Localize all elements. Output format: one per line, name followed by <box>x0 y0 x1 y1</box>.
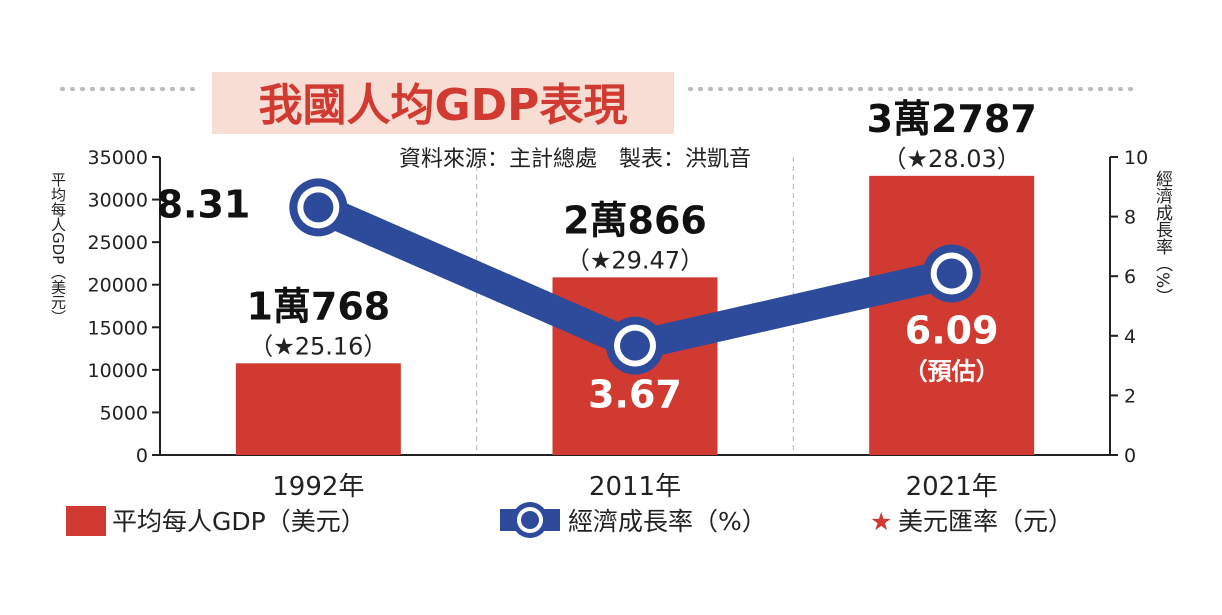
legend-swatch-bar <box>66 506 106 536</box>
source-note: 資料來源：主計總處 製表：洪凱音 <box>399 147 751 172</box>
left-tick-label: 0 <box>136 445 148 467</box>
title-background <box>212 72 674 134</box>
growth-value-label: 3.67 <box>588 373 682 417</box>
right-tick-label: 10 <box>1124 147 1148 169</box>
left-axis-title: 平均每人GDP（美元） <box>49 172 67 324</box>
growth-point-core <box>303 192 334 223</box>
exchange-rate-label: （★29.47） <box>566 246 704 274</box>
growth-value-label: 8.31 <box>157 182 251 226</box>
line-layer <box>289 178 981 375</box>
left-tick-label: 30000 <box>88 190 148 212</box>
legend-swatch-point-core <box>521 511 539 529</box>
legend-label-gdp: 平均每人GDP（美元） <box>112 507 366 536</box>
forecast-note: （預估） <box>904 358 1000 386</box>
right-axis-title: 經濟成長率（%） <box>1152 170 1173 305</box>
gdp-value-label: 2萬866 <box>563 198 707 242</box>
right-tick-label: 6 <box>1124 266 1136 288</box>
category-label: 2011年 <box>589 472 681 502</box>
gdp-value-label: 1萬768 <box>246 284 390 328</box>
left-tick-label: 15000 <box>88 317 148 339</box>
left-tick-label: 20000 <box>88 275 148 297</box>
chart-title: 我國人均GDP表現 <box>259 80 628 131</box>
label-layer: 1萬768 （★25.16） 2萬866 （★29.47） 3萬2787 （★28.03）… <box>157 97 1037 417</box>
left-tick-label: 25000 <box>88 232 148 254</box>
gdp-value-label: 3萬2787 <box>867 97 1037 141</box>
growth-point-core <box>936 258 967 289</box>
legend-star-icon: ★ <box>870 507 892 536</box>
right-tick-label: 2 <box>1124 385 1136 407</box>
right-tick-label: 4 <box>1124 326 1136 348</box>
growth-point-core <box>620 330 650 361</box>
gdp-bar <box>869 175 1035 456</box>
right-tick-label: 8 <box>1124 207 1136 229</box>
exchange-rate-label: （★25.16） <box>249 332 387 360</box>
legend-label-growth: 經濟成長率（%） <box>568 507 767 536</box>
left-tick-label: 35000 <box>88 147 148 169</box>
left-tick-label: 10000 <box>88 360 148 382</box>
legend-layer: 平均每人GDP（美元） 經濟成長率（%） ★ 美元匯率（元） <box>66 502 1073 538</box>
growth-value-label: 6.09 <box>905 309 999 353</box>
category-label: 2021年 <box>906 472 998 502</box>
gdp-bar <box>235 363 401 455</box>
right-tick-label: 0 <box>1124 445 1136 467</box>
category-label: 1992年 <box>272 472 364 502</box>
exchange-rate-label: （★28.03） <box>883 145 1021 173</box>
legend-label-fx: 美元匯率（元） <box>898 507 1073 536</box>
left-tick-label: 5000 <box>100 402 148 424</box>
